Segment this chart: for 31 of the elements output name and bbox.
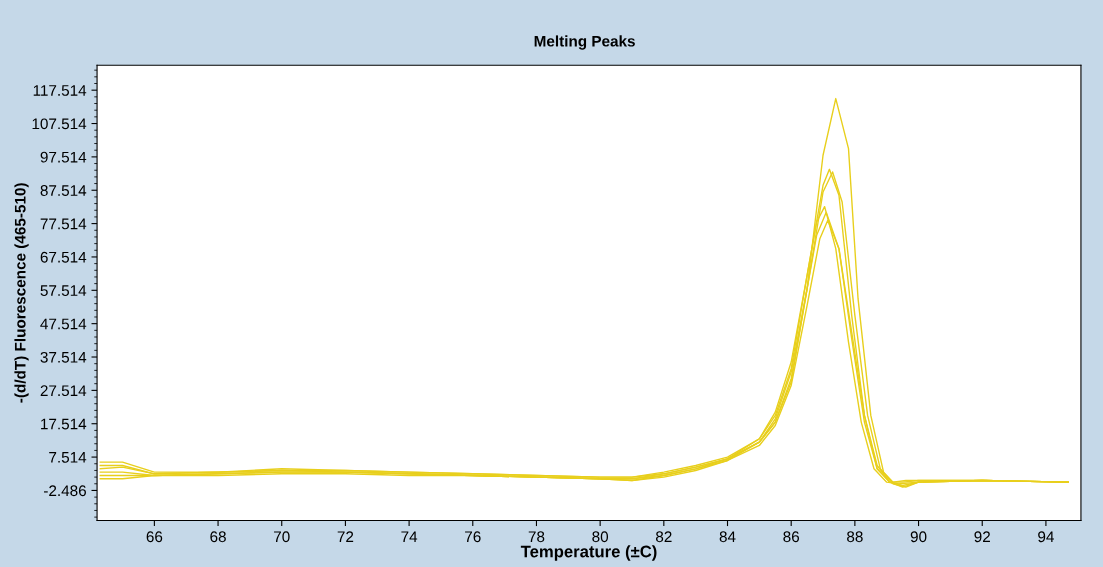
y-tick-label: 37.514 [40,351,87,363]
x-tick-label: 70 [274,531,290,543]
y-tick-label: -2.486 [44,485,86,497]
x-tick-label: 80 [592,531,609,543]
y-tick-label: 77.514 [40,218,87,230]
y-tick-label: 7.514 [49,452,87,463]
x-tick-label: 66 [146,531,163,543]
x-axis-title: Temperature (±C) [520,545,657,561]
y-tick-label: 107.514 [32,118,87,130]
y-tick-label: 97.514 [40,151,87,163]
y-tick-label: 47.514 [40,318,87,330]
x-tick-label: 94 [1038,531,1054,543]
y-tick-label: 117.514 [33,85,87,96]
x-tick-label: 82 [656,531,672,543]
x-tick-label: 92 [974,531,990,543]
x-tick-label: 68 [210,531,226,543]
y-tick-label: 87.514 [40,185,87,196]
y-tick-label: 17.514 [41,418,87,430]
x-tick-label: 78 [528,531,545,543]
chart-title: Melting Peaks [534,35,635,50]
x-tick-label: 84 [719,531,736,543]
x-tick-label: 88 [847,531,863,543]
y-axis-title: -(d/dT) Fluorescence (465-510) [14,183,29,403]
y-tick-label: 27.514 [40,385,87,397]
x-tick-label: 72 [337,531,354,542]
x-tick-label: 76 [465,531,481,543]
x-tick-label: 74 [401,531,418,542]
x-tick-label: 86 [783,531,800,543]
y-tick-label: 57.514 [40,285,87,296]
x-tick-label: 90 [910,531,927,543]
y-tick-label: 67.514 [40,251,87,263]
